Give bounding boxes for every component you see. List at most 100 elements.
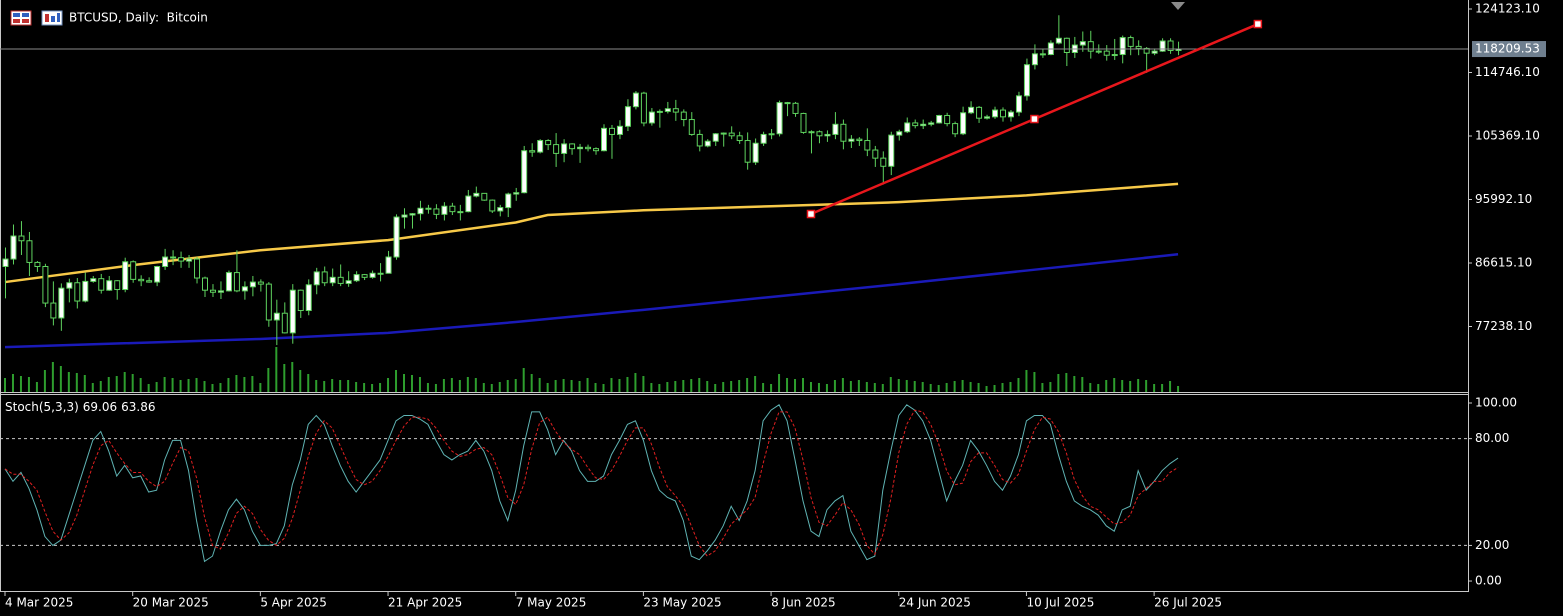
volume-bar <box>873 383 876 392</box>
candle-body <box>178 257 185 262</box>
candle-body <box>1103 50 1110 56</box>
volume-bar <box>498 382 501 392</box>
volume-bar <box>905 380 908 392</box>
y-tick-label: 114746.10 <box>1475 65 1540 79</box>
current-price-label: 118209.53 <box>1475 42 1540 56</box>
volume-bar <box>546 383 549 392</box>
icon-bar <box>45 14 49 22</box>
trendline-handle <box>806 209 816 219</box>
candle-body <box>896 131 903 136</box>
candle-body <box>98 278 105 291</box>
volume-bar <box>490 384 493 392</box>
candle-body <box>960 112 967 135</box>
candle-body <box>329 276 336 284</box>
candle-body <box>1000 109 1006 118</box>
candle-body <box>162 256 169 267</box>
volume-bar <box>59 366 62 392</box>
indicator-value: 69.06 <box>83 400 117 414</box>
candle-body <box>273 312 280 321</box>
candle-body <box>58 287 65 319</box>
volume-bar <box>307 374 310 392</box>
candle-body <box>138 278 145 282</box>
volume-bar <box>754 376 757 392</box>
volume-bar <box>642 376 645 392</box>
candle-body <box>433 208 440 215</box>
candle-body <box>585 146 592 150</box>
candle-body <box>768 133 775 136</box>
volume-bar <box>315 380 318 392</box>
volume-bar <box>602 384 605 392</box>
volume-bar <box>275 347 278 392</box>
candle-body <box>114 280 121 291</box>
volume-bar <box>211 384 214 392</box>
candle-body <box>225 272 232 292</box>
candle-body <box>369 272 376 278</box>
volume-bar <box>514 379 517 392</box>
volume-bar <box>379 383 382 392</box>
candle-body <box>593 148 600 152</box>
candle-body <box>944 114 951 125</box>
volume-bar <box>323 381 326 392</box>
candle-body <box>776 102 783 135</box>
candle-body <box>752 142 759 163</box>
volume-bar <box>283 364 286 392</box>
candle-body <box>10 235 17 260</box>
volume-histogram <box>4 347 1180 392</box>
x-tick-label: 26 Jul 2025 <box>1154 596 1222 610</box>
candle-body <box>856 138 863 142</box>
timeframe-icon[interactable] <box>41 10 63 26</box>
volume-bar <box>418 377 421 392</box>
volume-bar <box>466 377 469 392</box>
shift-marker[interactable] <box>1171 2 1185 10</box>
candle-body <box>401 214 408 218</box>
candle-body <box>816 131 823 137</box>
volume-bar <box>706 381 709 392</box>
volume-bar <box>714 384 717 392</box>
volume-bar <box>363 383 366 392</box>
candle-body <box>194 258 201 279</box>
volume-bar <box>969 382 972 392</box>
candle-body <box>186 258 193 262</box>
volume-bar <box>833 380 836 392</box>
symbol-icon[interactable] <box>10 10 32 26</box>
volume-bar <box>291 362 294 392</box>
candle-body <box>992 109 999 118</box>
candle-body <box>313 271 320 286</box>
volume-bar <box>841 378 844 392</box>
candle-body <box>497 207 504 212</box>
candle-body <box>1031 53 1038 66</box>
volume-bar <box>666 382 669 392</box>
candle-body <box>1143 47 1150 54</box>
candle-body <box>417 207 424 215</box>
candle-body <box>353 274 360 282</box>
volume-bar <box>179 380 182 392</box>
volume-bar <box>458 380 461 392</box>
candle-body <box>393 216 400 258</box>
volume-bar <box>35 382 38 392</box>
candle-body <box>824 133 831 137</box>
volume-bar <box>650 383 653 392</box>
candle-body <box>616 125 623 135</box>
volume-bar <box>474 378 477 392</box>
candle-body <box>1151 50 1158 54</box>
volume-bar <box>849 381 852 392</box>
candle-body <box>1007 111 1014 118</box>
volume-bar <box>203 381 206 392</box>
volume-bar <box>674 381 677 392</box>
icon-cell <box>22 13 29 17</box>
candle-body <box>561 143 568 154</box>
candle-body <box>808 131 815 134</box>
volume-bar <box>1137 379 1140 392</box>
indicator-name: Stoch(5,3,3) <box>5 400 79 414</box>
candle-body <box>1039 53 1046 56</box>
volume-bar <box>1033 372 1036 392</box>
candle-body <box>537 140 544 153</box>
volume-bar <box>778 374 781 392</box>
volume-bar <box>1097 384 1100 392</box>
candle-body <box>880 157 887 167</box>
candle-body <box>257 281 264 285</box>
y-tick-label: 95992.10 <box>1475 192 1532 206</box>
candle-body <box>241 286 248 292</box>
volume-bar <box>690 379 693 392</box>
